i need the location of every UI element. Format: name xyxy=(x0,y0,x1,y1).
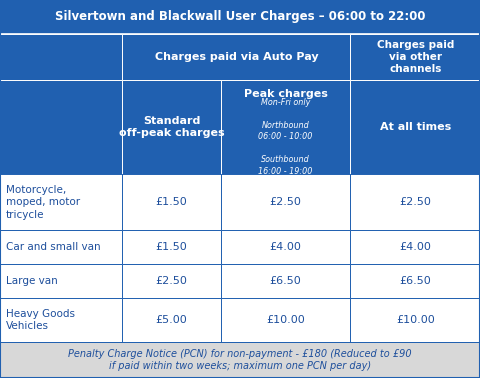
FancyBboxPatch shape xyxy=(122,80,221,175)
Text: £6.50: £6.50 xyxy=(399,276,431,286)
FancyBboxPatch shape xyxy=(221,230,350,264)
FancyBboxPatch shape xyxy=(122,34,350,80)
FancyBboxPatch shape xyxy=(350,264,480,298)
FancyBboxPatch shape xyxy=(350,175,480,230)
Text: Mon-Fri only

Northbound
06:00 - 10:00

Southbound
16:00 - 19:00: Mon-Fri only Northbound 06:00 - 10:00 So… xyxy=(258,98,313,175)
Text: £1.50: £1.50 xyxy=(156,197,188,207)
FancyBboxPatch shape xyxy=(122,175,221,230)
FancyBboxPatch shape xyxy=(0,34,122,80)
Text: £5.00: £5.00 xyxy=(156,315,188,325)
FancyBboxPatch shape xyxy=(0,298,122,342)
Text: Peak charges: Peak charges xyxy=(244,89,327,99)
Text: £10.00: £10.00 xyxy=(396,315,434,325)
Text: Charges paid
via other
channels: Charges paid via other channels xyxy=(376,40,454,74)
FancyBboxPatch shape xyxy=(0,80,122,175)
FancyBboxPatch shape xyxy=(350,80,480,175)
Text: £1.50: £1.50 xyxy=(156,242,188,252)
Text: Car and small van: Car and small van xyxy=(6,242,100,252)
FancyBboxPatch shape xyxy=(221,175,350,230)
FancyBboxPatch shape xyxy=(0,0,480,34)
FancyBboxPatch shape xyxy=(0,342,480,378)
FancyBboxPatch shape xyxy=(0,230,122,264)
Text: £2.50: £2.50 xyxy=(399,197,431,207)
Text: Charges paid via Auto Pay: Charges paid via Auto Pay xyxy=(155,52,318,62)
Text: £10.00: £10.00 xyxy=(266,315,305,325)
Text: Standard
off-peak charges: Standard off-peak charges xyxy=(119,116,225,138)
FancyBboxPatch shape xyxy=(0,175,122,230)
FancyBboxPatch shape xyxy=(221,80,350,175)
Text: £2.50: £2.50 xyxy=(156,276,188,286)
FancyBboxPatch shape xyxy=(122,264,221,298)
Text: At all times: At all times xyxy=(380,122,451,132)
Text: £4.00: £4.00 xyxy=(270,242,301,252)
Text: £4.00: £4.00 xyxy=(399,242,431,252)
FancyBboxPatch shape xyxy=(350,34,480,80)
Text: £6.50: £6.50 xyxy=(270,276,301,286)
Text: Large van: Large van xyxy=(6,276,58,286)
Text: £2.50: £2.50 xyxy=(270,197,301,207)
FancyBboxPatch shape xyxy=(221,264,350,298)
FancyBboxPatch shape xyxy=(350,230,480,264)
FancyBboxPatch shape xyxy=(122,298,221,342)
Text: Heavy Goods
Vehicles: Heavy Goods Vehicles xyxy=(6,309,75,331)
FancyBboxPatch shape xyxy=(0,264,122,298)
FancyBboxPatch shape xyxy=(221,298,350,342)
Text: Silvertown and Blackwall User Charges – 06:00 to 22:00: Silvertown and Blackwall User Charges – … xyxy=(55,11,425,23)
FancyBboxPatch shape xyxy=(122,230,221,264)
FancyBboxPatch shape xyxy=(350,298,480,342)
Text: Motorcycle,
moped, motor
tricycle: Motorcycle, moped, motor tricycle xyxy=(6,185,80,220)
Text: Penalty Charge Notice (PCN) for non-payment - £180 (Reduced to £90
if paid withi: Penalty Charge Notice (PCN) for non-paym… xyxy=(68,349,412,371)
